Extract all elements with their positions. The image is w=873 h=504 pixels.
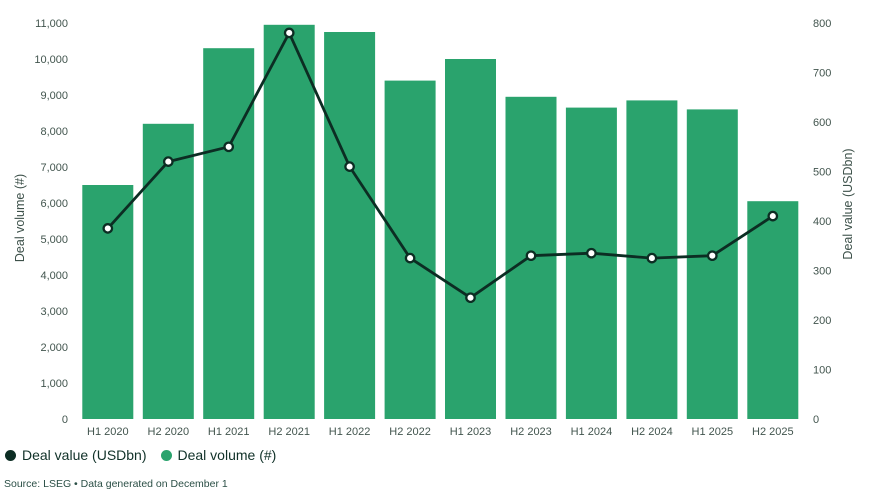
x-axis-category-label: H1 2021: [208, 426, 250, 438]
deal-volume-bar: [263, 24, 315, 420]
left-axis-tick-label: 7,000: [40, 162, 68, 174]
right-axis-tick-label: 800: [813, 18, 831, 30]
right-axis-title: Deal value (USDbn): [841, 148, 855, 259]
right-axis-tick-label: 500: [813, 166, 831, 178]
right-axis-tick-label: 700: [813, 67, 831, 79]
deal-volume-bar: [324, 32, 376, 419]
deal-volume-bar: [203, 48, 255, 419]
left-axis-tick-label: 11,000: [35, 18, 68, 30]
left-axis-tick-label: 6,000: [40, 198, 68, 210]
x-axis-category-label: H2 2021: [268, 426, 310, 438]
deal-value-line: [106, 31, 775, 300]
right-axis-tick-label: 600: [813, 117, 831, 129]
deal-value-point: [586, 247, 597, 259]
left-axis-tick-label: 10,000: [34, 54, 68, 66]
source-attribution: Source: LSEG • Data generated on Decembe…: [4, 478, 228, 490]
left-axis-tick-label: 4,000: [40, 270, 68, 282]
deal-value-point: [465, 292, 476, 304]
deal-volume-legend-dot-icon: [160, 449, 172, 461]
left-axis-tick-label: 3,000: [40, 306, 68, 318]
x-axis-category-label: H1 2020: [87, 426, 129, 438]
right-axis-tick-label: 0: [813, 414, 819, 426]
deal-volume-bar: [565, 107, 617, 419]
left-axis-tick-label: 8,000: [40, 126, 68, 138]
right-axis-tick-label: 400: [813, 216, 831, 228]
axes-group: 0 1,000 2,000 3,000 4,000 5,000 6,000 7,000 8,00…: [13, 18, 855, 438]
deal-value-point: [162, 156, 174, 167]
line-group: [102, 27, 779, 304]
x-axis-category-label: H1 2023: [450, 426, 492, 438]
deal-value-point: [344, 161, 355, 172]
deal-volume-bar: [384, 80, 436, 419]
left-axis-tick-label: 5,000: [40, 234, 68, 246]
deal-value-point: [404, 252, 416, 264]
left-axis-tick-label: 0: [62, 414, 68, 426]
x-axis-category-label: H2 2025: [752, 426, 794, 438]
bars-group: [82, 24, 799, 420]
right-axis-tick-label: 100: [813, 364, 831, 376]
right-axis-tick-label: 200: [813, 315, 831, 327]
left-axis-tick-label: 9,000: [40, 90, 68, 102]
deal-value-point: [102, 223, 114, 234]
x-axis-category-label: H1 2025: [692, 426, 734, 438]
legend-label-deal-volume: Deal volume (#): [177, 447, 277, 463]
deal-value-point: [706, 250, 718, 262]
legend-item-deal-value: Deal value (USDbn): [5, 447, 147, 463]
deal-value-point: [646, 252, 658, 264]
chart-legend: Deal value (USDbn) Deal volume (#): [5, 447, 276, 463]
deal-volume-bar: [686, 109, 738, 420]
x-axis-category-label: H1 2022: [329, 426, 371, 438]
right-axis-tick-label: 300: [813, 265, 831, 277]
deal-value-point: [767, 210, 779, 222]
deal-volume-bar: [445, 59, 496, 419]
deal-value-legend-dot-icon: [5, 449, 16, 461]
x-axis-category-label: H2 2022: [389, 426, 431, 438]
deal-value-point: [525, 250, 537, 262]
deal-value-point: [283, 27, 295, 39]
x-axis-category-label: H2 2023: [510, 426, 552, 438]
deal-volume-bar: [747, 201, 799, 419]
x-axis-category-label: H2 2020: [148, 426, 190, 438]
legend-item-deal-volume: Deal volume (#): [160, 447, 277, 463]
deal-volume-bar: [142, 123, 194, 420]
left-axis-title: Deal volume (#): [13, 174, 27, 262]
left-axis-tick-label: 1,000: [40, 378, 68, 390]
x-axis-category-label: H2 2024: [631, 426, 673, 438]
deal-value-point: [223, 141, 235, 153]
chart-canvas: 0 1,000 2,000 3,000 4,000 5,000 6,000 7,000 8,00…: [13, 18, 855, 438]
left-axis-tick-label: 2,000: [40, 342, 68, 354]
deal-volume-bar: [82, 185, 134, 419]
x-axis-category-label: H1 2024: [571, 426, 613, 438]
legend-label-deal-value: Deal value (USDbn): [22, 447, 147, 463]
